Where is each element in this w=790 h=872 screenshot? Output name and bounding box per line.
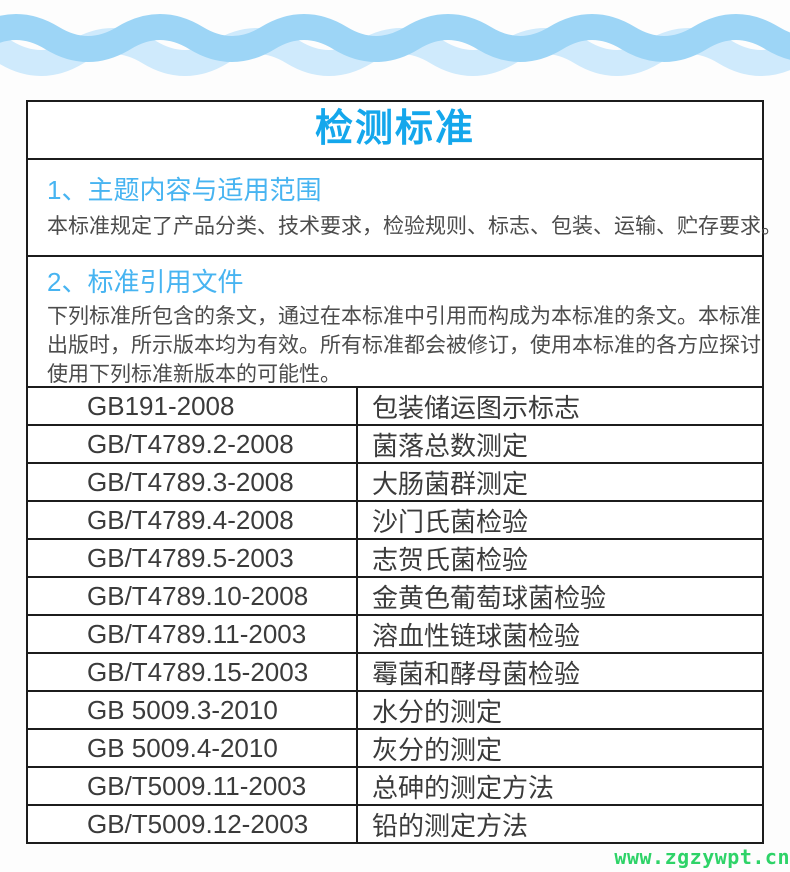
standard-name: 总砷的测定方法 — [372, 772, 555, 803]
section-references-heading: 2、标准引用文件 — [47, 267, 244, 297]
wave-banner — [0, 14, 790, 76]
table-row: GB/T4789.3-2008 大肠菌群测定 — [28, 462, 762, 500]
standard-code: GB/T4789.10-2008 — [28, 578, 358, 614]
section-scope-body: 本标准规定了产品分类、技术要求，检验规则、标志、包装、运输、贮存要求。 — [47, 215, 782, 238]
standard-name: 大肠菌群测定 — [372, 468, 529, 499]
standard-name: 霉菌和酵母菌检验 — [372, 658, 581, 689]
table-row: GB 5009.4-2010 灰分的测定 — [28, 728, 762, 766]
body-line: 出版时，所示版本均为有效。所有标准都会被修订，使用本标准的各方应探讨 — [47, 334, 761, 357]
standard-code: GB/T4789.5-2003 — [28, 540, 358, 576]
watermark-url: www.zgzywpt.cn — [614, 845, 790, 869]
table-row: GB/T4789.11-2003 溶血性链球菌检验 — [28, 614, 762, 652]
wave-dark-stripe — [0, 14, 790, 62]
standards-table: GB191-2008 包装储运图示标志 GB/T4789.2-2008 菌落总数… — [28, 386, 762, 842]
section-references-body: 下列标准所包含的条文，通过在本标准中引用而构成为本标准的条文。本标准 出版时，所… — [47, 302, 761, 389]
body-line: 下列标准所包含的条文，通过在本标准中引用而构成为本标准的条文。本标准 — [47, 305, 761, 328]
table-row: GB/T4789.2-2008 菌落总数测定 — [28, 424, 762, 462]
standard-name: 志贺氏菌检验 — [372, 544, 529, 575]
table-row: GB/T5009.11-2003 总砷的测定方法 — [28, 766, 762, 804]
body-line: 使用下列标准新版本的可能性。 — [47, 363, 341, 386]
table-row: GB/T5009.12-2003 铅的测定方法 — [28, 804, 762, 842]
table-row: GB/T4789.10-2008 金黄色葡萄球菌检验 — [28, 576, 762, 614]
standard-code: GB/T4789.3-2008 — [28, 464, 358, 500]
standard-name: 铅的测定方法 — [372, 810, 529, 841]
table-row: GB191-2008 包装储运图示标志 — [28, 386, 762, 424]
standard-code: GB/T4789.2-2008 — [28, 426, 358, 462]
section-scope: 1、主题内容与适用范围 本标准规定了产品分类、技术要求，检验规则、标志、包装、运… — [28, 160, 782, 257]
standard-code: GB 5009.4-2010 — [28, 730, 358, 766]
table-row: GB/T4789.5-2003 志贺氏菌检验 — [28, 538, 762, 576]
standard-name: 包装储运图示标志 — [372, 392, 581, 423]
standard-code: GB/T5009.12-2003 — [28, 806, 358, 842]
standard-code: GB191-2008 — [28, 388, 358, 424]
standard-code: GB/T4789.11-2003 — [28, 616, 358, 652]
standard-name: 沙门氏菌检验 — [372, 506, 529, 537]
standard-code: GB/T4789.15-2003 — [28, 654, 358, 690]
standard-name: 溶血性链球菌检验 — [372, 620, 581, 651]
standard-name: 灰分的测定 — [372, 734, 503, 765]
standard-name: 水分的测定 — [372, 696, 503, 727]
table-row: GB/T4789.4-2008 沙门氏菌检验 — [28, 500, 762, 538]
standards-card: 检测标准 1、主题内容与适用范围 本标准规定了产品分类、技术要求，检验规则、标志… — [26, 100, 782, 844]
table-row: GB/T4789.15-2003 霉菌和酵母菌检验 — [28, 652, 762, 690]
section-scope-heading: 1、主题内容与适用范围 — [47, 175, 322, 205]
standard-code: GB/T5009.11-2003 — [28, 768, 358, 804]
standard-code: GB 5009.3-2010 — [28, 692, 358, 728]
standard-name: 菌落总数测定 — [372, 430, 529, 461]
standard-code: GB/T4789.4-2008 — [28, 502, 358, 538]
standard-name: 金黄色葡萄球菌检验 — [372, 582, 607, 613]
section-references: 2、标准引用文件 下列标准所包含的条文，通过在本标准中引用而构成为本标准的条文。… — [28, 257, 762, 386]
page-title: 检测标准 — [28, 102, 762, 160]
table-row: GB 5009.3-2010 水分的测定 — [28, 690, 762, 728]
